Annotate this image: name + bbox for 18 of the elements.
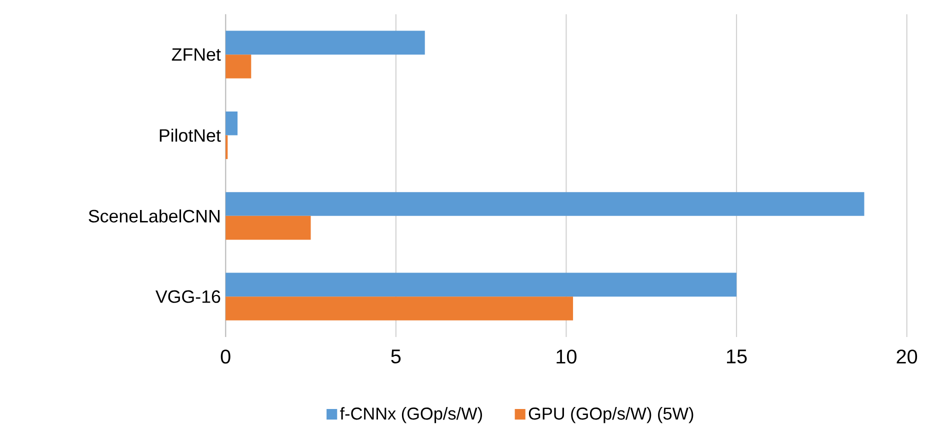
y-tick-label: VGG-16 (156, 290, 220, 303)
x-tick-label: 20 (896, 349, 918, 364)
bar (226, 111, 238, 136)
y-tick-label: SceneLabelCNN (88, 209, 220, 222)
x-tick-label: 15 (727, 349, 747, 364)
legend-label: f-CNNx (GOp/s/W) (340, 406, 482, 423)
y-tick-label: PilotNet (160, 128, 221, 142)
bar (226, 296, 574, 320)
x-tick-label: 10 (556, 349, 576, 364)
bar (226, 30, 425, 54)
legend-label: GPU (GOp/s/W) (5W) (528, 406, 694, 423)
bar (226, 272, 737, 296)
bar (226, 192, 864, 216)
bar (226, 54, 252, 78)
x-tick-label: 0 (220, 349, 230, 364)
bar (226, 216, 311, 240)
x-tick-label: 5 (391, 349, 401, 364)
y-tick-label: ZFNet (172, 48, 221, 61)
